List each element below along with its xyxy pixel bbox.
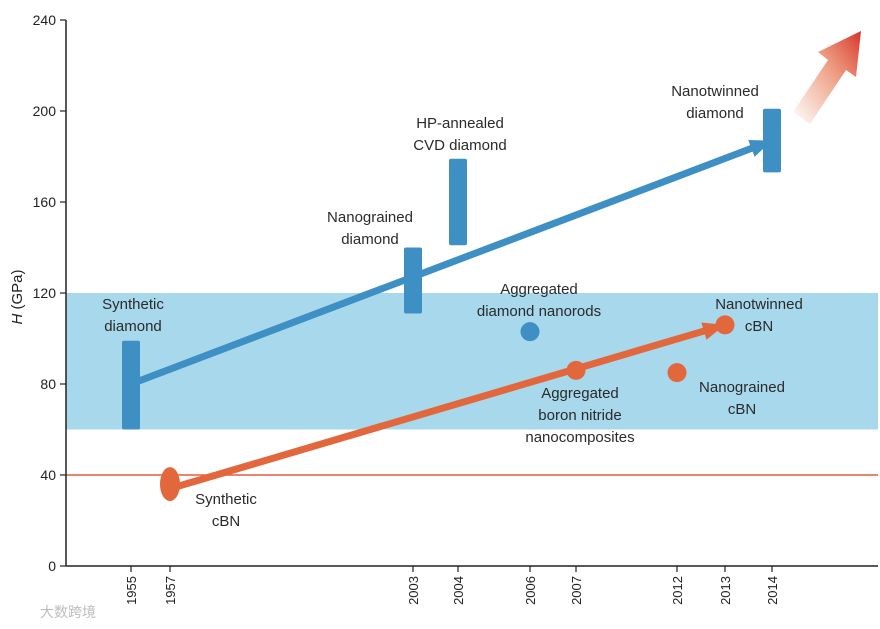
x-tick-label: 1955 <box>124 576 139 605</box>
hardness-band <box>66 293 878 430</box>
y-tick-label: 240 <box>33 12 57 28</box>
x-tick-label: 1957 <box>163 576 178 605</box>
future-trend-arrow <box>793 31 861 124</box>
x-tick-label: 2007 <box>569 576 584 605</box>
diamond-bar-2014 <box>763 108 781 173</box>
cbn-point-2013 <box>715 315 735 335</box>
cbn-point-2012 <box>667 363 687 383</box>
label-aggregated-diamond-nanorods: Aggregated diamond nanorods <box>477 281 601 320</box>
diamond-nanorods-point <box>520 322 540 342</box>
label-nanotwinned-diamond: Nanotwinned diamond <box>671 83 759 122</box>
y-tick-label: 40 <box>40 467 56 483</box>
y-axis-label: H (GPa) <box>9 269 26 324</box>
diamond-bar-2003 <box>404 247 422 314</box>
cbn-point-1957 <box>160 467 180 502</box>
x-tick-label: 2003 <box>406 576 421 605</box>
y-tick-label: 0 <box>48 558 56 574</box>
y-tick-label: 80 <box>40 376 56 392</box>
label-synthetic-diamond: Synthetic diamond <box>102 296 164 335</box>
x-tick-label: 2004 <box>451 576 466 605</box>
y-tick-label: 120 <box>33 285 57 301</box>
x-tick-label: 2006 <box>523 576 538 605</box>
y-tick-label: 200 <box>33 103 57 119</box>
label-aggregated-boron-nitride: Aggregated boron nitride nanocomposites <box>525 385 634 446</box>
diamond-trend-arrow-shaft <box>127 144 755 388</box>
label-hp-annealed-cvd-diamond: HP-annealed CVD diamond <box>413 115 506 154</box>
cbn-trend-arrow-shaft <box>166 327 708 493</box>
label-synthetic-cbn: Synthetic cBN <box>195 491 257 530</box>
x-tick-label: 2013 <box>718 576 733 605</box>
label-nanograined-cbn: Nanograined cBN <box>699 379 785 418</box>
label-nanograined-diamond: Nanograined diamond <box>327 209 413 248</box>
x-tick-label: 2012 <box>670 576 685 605</box>
diamond-bar-1955 <box>122 340 140 430</box>
label-nanotwinned-cbn: Nanotwinned cBN <box>715 296 803 335</box>
y-tick-label: 160 <box>33 194 57 210</box>
cbn-point-2007 <box>566 360 586 380</box>
watermark-text: 大数跨境 <box>40 604 96 620</box>
x-tick-label: 2014 <box>765 576 780 605</box>
diamond-bar-2004 <box>449 158 467 246</box>
